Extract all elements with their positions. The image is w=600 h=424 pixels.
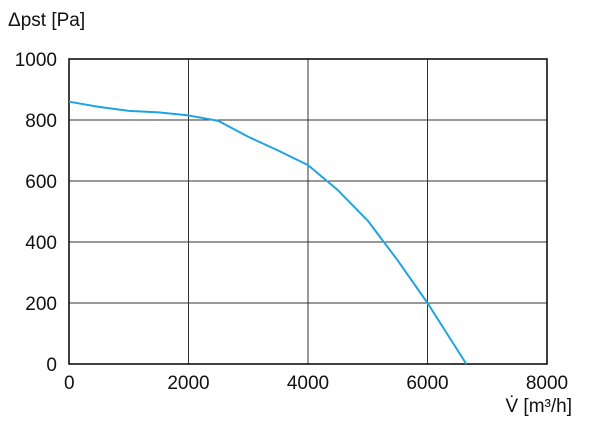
x-tick-label: 0 <box>64 373 75 394</box>
y-axis-label: Δpst [Pa] <box>8 10 85 31</box>
curve <box>68 100 468 365</box>
y-tick-label: 400 <box>25 233 57 254</box>
y-tick-label: 600 <box>25 172 57 193</box>
x-tick-label: 6000 <box>406 373 448 394</box>
y-tick-label: 200 <box>25 294 57 315</box>
y-tick-label: 800 <box>25 111 57 132</box>
y-tick-label: 0 <box>46 355 57 376</box>
x-tick-label: 8000 <box>526 373 568 394</box>
plot-frame <box>68 58 548 365</box>
y-tick-label: 1000 <box>15 50 57 71</box>
x-tick-label: 2000 <box>167 373 209 394</box>
x-tick-label: 4000 <box>287 373 329 394</box>
x-axis-label: V̇ [m³/h] <box>505 396 572 417</box>
